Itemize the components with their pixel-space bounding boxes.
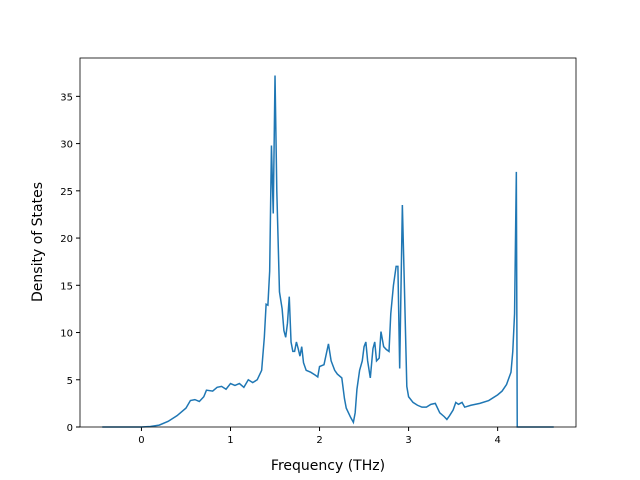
x-tick-label: 1 <box>227 435 233 446</box>
plot-frame <box>79 57 577 428</box>
y-tick-label: 5 <box>67 376 73 387</box>
x-tick-label: 4 <box>494 435 500 446</box>
x-tick-label: 2 <box>316 435 322 446</box>
x-axis-label: Frequency (THz) <box>271 458 385 474</box>
y-tick-label: 35 <box>60 92 73 103</box>
x-tick-label: 3 <box>405 435 411 446</box>
y-tick-label: 20 <box>60 234 73 245</box>
y-tick-label: 10 <box>60 329 73 340</box>
y-tick-label: 30 <box>60 140 73 151</box>
y-axis-label: Density of States <box>30 182 46 302</box>
x-tick-label: 0 <box>138 435 144 446</box>
y-tick-label: 25 <box>60 187 73 198</box>
data-line <box>102 75 554 428</box>
y-tick-label: 15 <box>60 281 73 292</box>
y-tick-label: 0 <box>67 423 73 434</box>
